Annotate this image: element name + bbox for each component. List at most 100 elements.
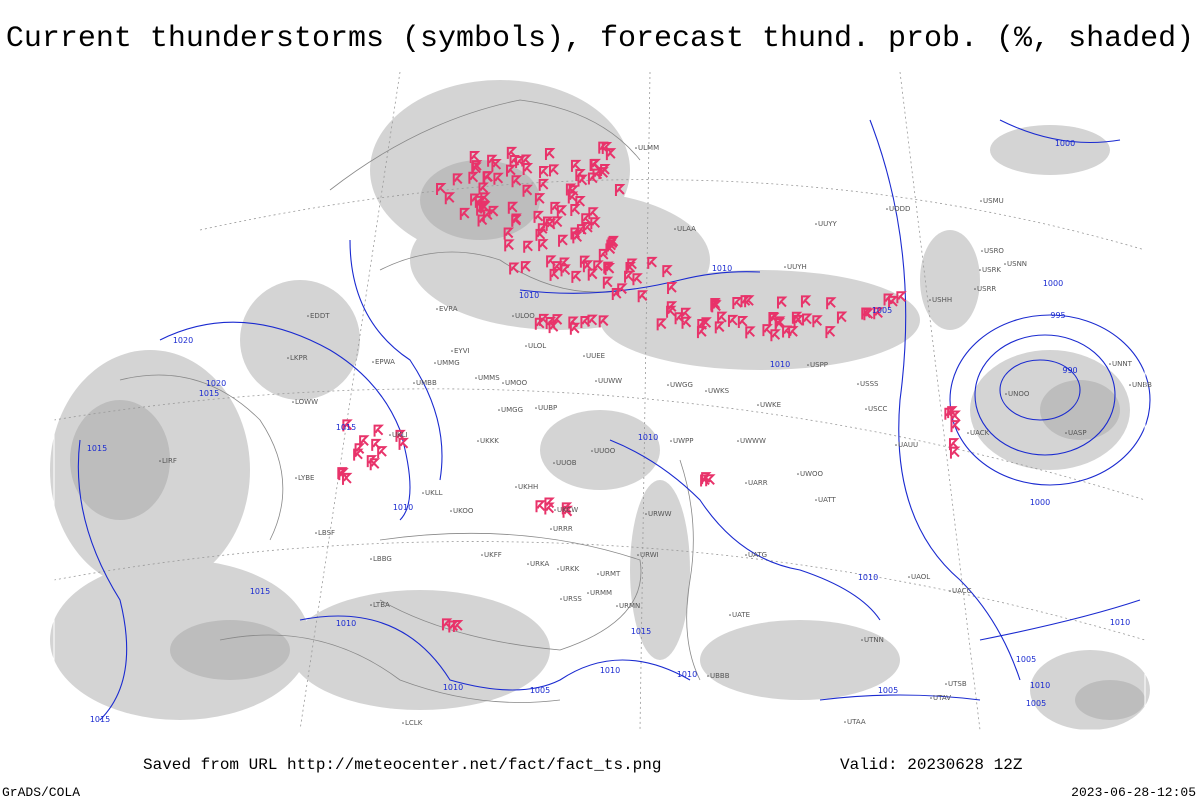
isobars — [77, 119, 1151, 721]
thunderstorm-symbol — [624, 270, 635, 283]
thunderstorm-symbol — [544, 147, 556, 160]
thunderstorm-symbol — [590, 217, 601, 230]
isobar-label: 990 — [1062, 366, 1077, 375]
coastlines — [119, 99, 701, 703]
station-dot — [980, 200, 982, 202]
thunderstorm-symbol — [515, 156, 526, 169]
thunderstorm-symbol — [732, 297, 743, 310]
isobar-label: 1000 — [1055, 139, 1075, 148]
thunderstorm-symbol — [800, 295, 812, 308]
station-dot — [287, 357, 289, 359]
thunderstorm-symbol — [474, 195, 486, 208]
station-code: LTBA — [373, 601, 390, 609]
thunderstorm-symbol — [476, 203, 487, 216]
thunderstorm-symbol — [745, 326, 756, 339]
thunderstorm-symbol — [568, 316, 579, 329]
station-code: USPP — [810, 361, 828, 369]
thunderstorm-symbol — [338, 468, 349, 481]
station-code: UMBB — [416, 379, 437, 387]
map-border — [53, 69, 1146, 731]
thunderstorm-symbol — [888, 295, 899, 308]
station-dot — [637, 554, 639, 556]
thunderstorm-symbol — [493, 172, 504, 185]
station-dot — [475, 377, 477, 379]
station-code: UKFF — [484, 551, 502, 559]
isobar-label: 1010 — [712, 264, 732, 273]
thunderstorm-symbol — [710, 299, 721, 312]
station-dot — [451, 350, 453, 352]
station-code: UWWW — [740, 437, 766, 445]
station-dot — [797, 473, 799, 475]
station-code: USSS — [860, 380, 879, 388]
thunderstorm-symbols — [337, 141, 961, 633]
station-code: USHH — [932, 296, 952, 304]
station-code: UWPP — [673, 437, 694, 445]
station-dot — [1065, 432, 1067, 434]
thunderstorm-symbol — [705, 474, 716, 487]
station-dot — [815, 223, 817, 225]
station-code: UWGG — [670, 381, 693, 389]
isobar-label: 1015 — [199, 389, 219, 398]
thunderstorm-symbol — [548, 321, 560, 334]
station-dot — [422, 492, 424, 494]
thunderstorm-symbol — [598, 141, 609, 154]
thunderstorm-symbol — [538, 239, 549, 252]
thunderstorm-symbol — [598, 315, 610, 328]
thunderstorm-symbol — [371, 438, 382, 451]
thunderstorm-symbol — [587, 172, 599, 185]
station-dot — [645, 513, 647, 515]
thunderstorm-symbol — [520, 261, 532, 274]
thunderstorm-symbol — [950, 420, 961, 433]
thunderstorm-symbol — [647, 256, 658, 269]
thunderstorm-symbol — [617, 283, 628, 296]
station-code: UUOO — [594, 447, 616, 455]
station-code: EYVI — [454, 347, 470, 355]
station-dot — [481, 554, 483, 556]
station-dot — [705, 390, 707, 392]
isobar-label: 1005 — [1026, 699, 1046, 708]
thunderstorm-symbol — [861, 307, 872, 320]
station-dot — [886, 208, 888, 210]
station-code: UMMS — [478, 374, 500, 382]
station-dot — [670, 440, 672, 442]
thunderstorm-symbol — [483, 171, 494, 184]
thunderstorm-symbol — [534, 317, 546, 330]
station-dot — [949, 590, 951, 592]
isobar-label: 1010 — [677, 670, 697, 679]
station-code: LCLK — [405, 719, 423, 727]
thunderstorm-symbol — [478, 182, 489, 195]
thunderstorm-symbol — [522, 163, 534, 176]
thunderstorm-symbol — [577, 174, 588, 187]
station-dot — [729, 614, 731, 616]
station-dot — [616, 605, 618, 607]
thunderstorm-symbol — [825, 326, 836, 339]
thunderstorm-symbol — [509, 262, 520, 275]
isobar-label: 1010 — [770, 360, 790, 369]
station-dot — [159, 460, 161, 462]
station-code: URMT — [600, 570, 621, 578]
valid-time: Valid: 20230628 12Z — [840, 756, 1023, 774]
thunderstorm-symbol — [836, 311, 848, 324]
station-code: LBSF — [318, 529, 335, 537]
station-code: UUBP — [538, 404, 557, 412]
thunderstorm-symbol — [602, 276, 614, 289]
thunderstorm-symbol — [768, 312, 779, 325]
isobar-label: 1020 — [173, 336, 193, 345]
thunderstorm-symbol — [491, 158, 502, 171]
station-dot — [583, 355, 585, 357]
station-code: UWOO — [800, 470, 824, 478]
thunderstorm-symbol — [556, 205, 568, 218]
station-dot — [1109, 363, 1111, 365]
thunderstorm-symbol — [507, 201, 519, 214]
station-dot — [502, 382, 504, 384]
thunderstorm-symbol — [714, 321, 726, 334]
thunderstorm-symbol — [523, 240, 534, 253]
isobar-label: 1010 — [393, 503, 413, 512]
thunderstorm-symbol — [666, 305, 677, 318]
title: Current thunderstorms (symbols), forecas… — [6, 22, 1194, 56]
station-dot — [389, 434, 391, 436]
station-dot — [591, 450, 593, 452]
station-dot — [315, 532, 317, 534]
thunderstorm-symbol — [436, 182, 447, 195]
isobar-label: 1015 — [336, 423, 356, 432]
